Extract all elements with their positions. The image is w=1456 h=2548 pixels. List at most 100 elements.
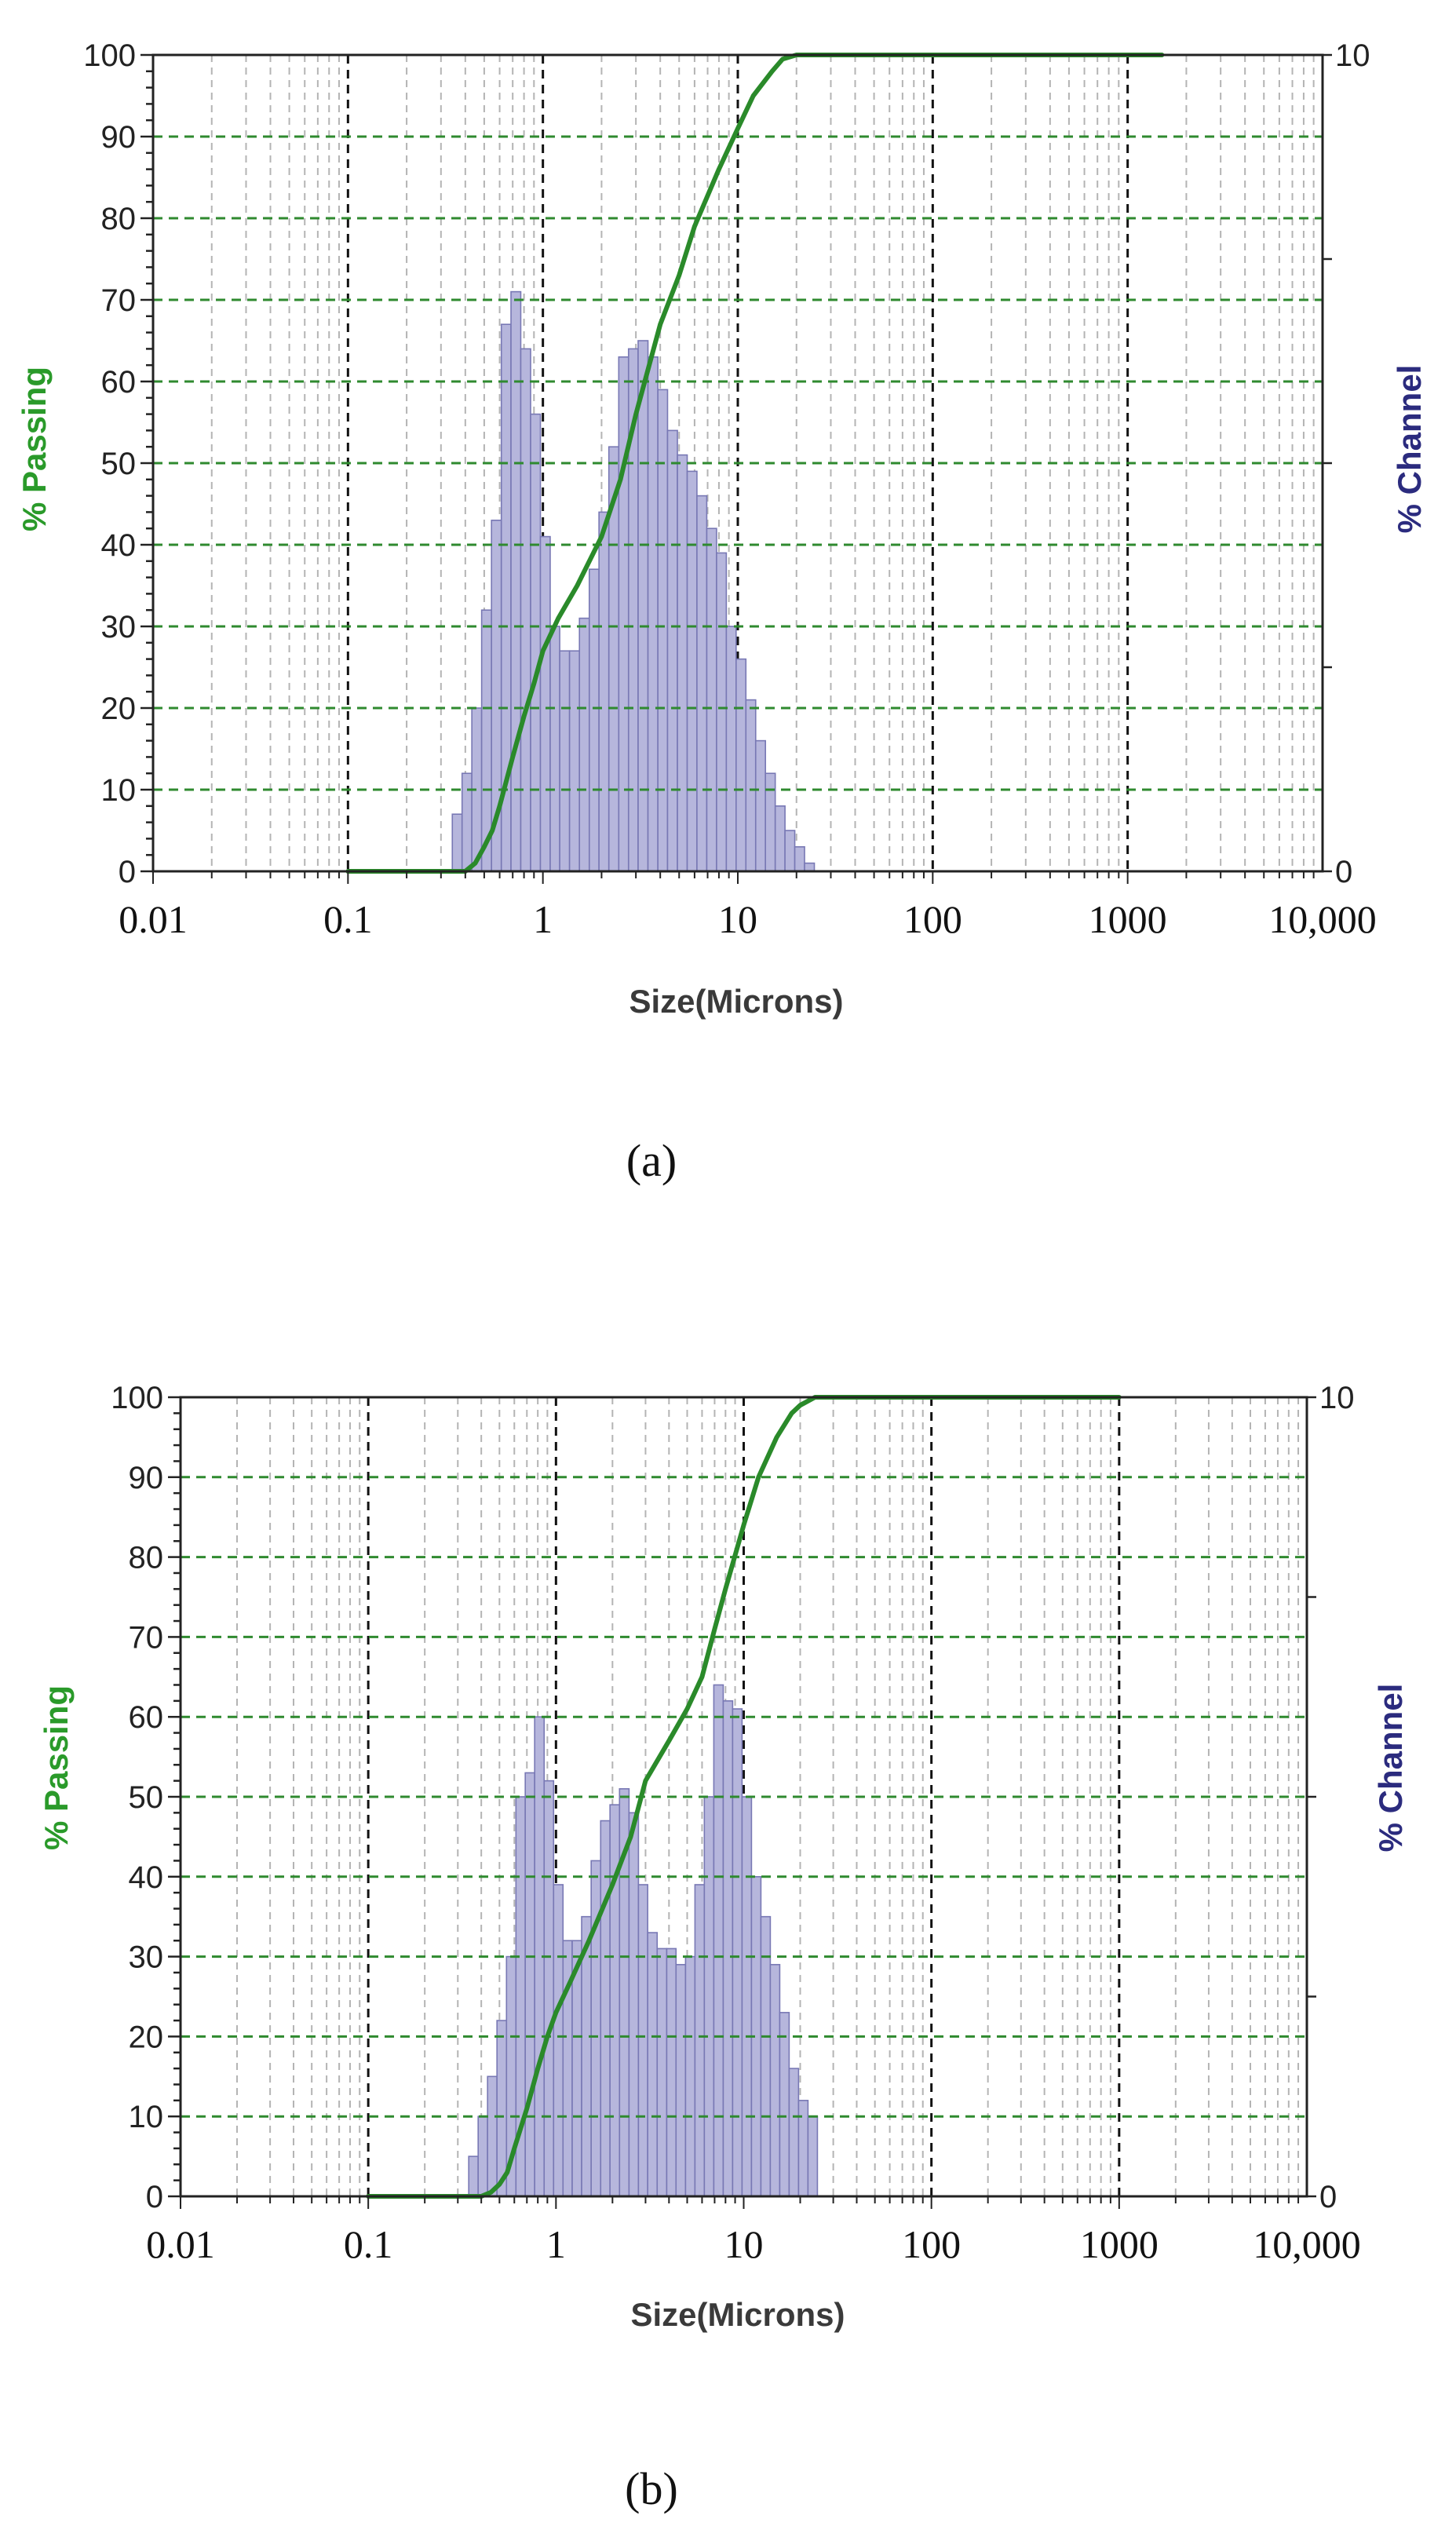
y-left-tick-label: 10 <box>129 2100 164 2134</box>
chart-b-svg: % Passing % Channel Size(Microns) (b) 0 1… <box>38 1381 1409 2514</box>
x-tick-label: 0.1 <box>323 897 373 941</box>
y-left-tick-label: 100 <box>83 38 136 73</box>
panel-caption: (a) <box>626 1135 677 1186</box>
x-tick-label: 0.1 <box>344 2222 393 2266</box>
x-axis: 0.01 0.1 1 10 100 1000 10,000 <box>119 871 1377 941</box>
histogram-bar <box>764 772 776 872</box>
histogram-bar <box>510 290 522 872</box>
histogram-bar <box>735 658 747 872</box>
histogram-bar <box>588 568 600 872</box>
histogram-bar <box>713 1684 724 2197</box>
histogram-bar <box>741 1796 753 2197</box>
histogram-bar <box>477 2115 488 2197</box>
chart-panel-a: % Passing % Channel Size(Microns) (a) 0 1… <box>0 0 1456 1256</box>
y-left-tick-label: 70 <box>101 283 137 318</box>
histogram-bar <box>666 429 678 872</box>
panel-caption: (b) <box>625 2463 678 2514</box>
histogram-bar <box>706 527 717 872</box>
histogram-bar <box>760 1915 772 2197</box>
y-left-tick-label: 50 <box>129 1780 164 1815</box>
horizontal-gridlines <box>153 135 1323 791</box>
x-tick-label: 10,000 <box>1268 897 1377 941</box>
histogram-bar <box>598 511 610 872</box>
y-right-tick-label: 10 <box>1335 38 1370 73</box>
y-left-tick-label: 30 <box>129 1940 164 1975</box>
y-left-tick-label: 50 <box>101 447 137 481</box>
histogram-bar <box>754 739 767 872</box>
histogram-bar <box>716 552 728 872</box>
y-left-axis: 0 10 20 30 40 50 60 70 80 90 100 <box>111 1381 181 2214</box>
y-left-tick-label: 40 <box>101 528 137 563</box>
histogram-bar <box>745 699 757 872</box>
histogram-bar <box>686 470 698 872</box>
histogram-bar <box>559 650 571 872</box>
histogram-bar <box>797 2100 809 2197</box>
x-axis-title: Size(Microns) <box>629 983 843 1020</box>
histogram-bar <box>543 1780 555 2197</box>
histogram-bar <box>657 389 669 872</box>
y-left-tick-label: 80 <box>129 1541 164 1575</box>
histogram-bar <box>578 617 590 872</box>
y-right-tick-label: 0 <box>1335 855 1352 889</box>
histogram-bar <box>656 1948 668 2197</box>
histogram-bar <box>520 348 531 872</box>
histogram-bar <box>696 495 708 872</box>
histogram-bar <box>496 2020 508 2197</box>
histogram-bar <box>694 1884 706 2197</box>
histogram-bar <box>487 2075 498 2197</box>
histogram-bar <box>647 356 659 872</box>
y-left-tick-label: 100 <box>111 1381 163 1415</box>
x-tick-label: 1 <box>546 2222 566 2266</box>
histogram-bar <box>788 2068 800 2197</box>
y-left-axis: 0 10 20 30 40 50 60 70 80 90 100 <box>83 38 153 889</box>
histogram-bar <box>769 1963 781 2197</box>
x-tick-label: 10 <box>718 897 757 941</box>
x-tick-label: 100 <box>903 897 962 941</box>
y-right-tick-label: 10 <box>1319 1381 1355 1415</box>
y-left-tick-label: 90 <box>101 120 137 155</box>
x-tick-label: 1000 <box>1080 2222 1159 2266</box>
x-tick-label: 0.01 <box>146 2222 215 2266</box>
histogram-bar <box>549 626 560 872</box>
cumulative-passing-line <box>345 53 1165 874</box>
y-right-axis-title: % Channel <box>1391 365 1428 534</box>
x-axis-title: Size(Microns) <box>630 2296 845 2333</box>
histogram-bar <box>684 1955 696 2197</box>
chart-a-svg: % Passing % Channel Size(Microns) (a) 0 1… <box>16 38 1428 1186</box>
histogram-bar <box>461 772 473 872</box>
y-left-tick-label: 20 <box>101 692 137 726</box>
histogram-bar <box>647 1932 659 2197</box>
histogram-bar <box>703 1796 715 2197</box>
y-left-axis-title: % Passing <box>16 367 53 531</box>
y-left-axis-title: % Passing <box>38 1685 75 1850</box>
histogram-bar <box>722 1700 734 2197</box>
histogram-bar <box>732 1708 743 2197</box>
histogram-bar <box>451 813 463 872</box>
y-right-axis: 0 10 <box>1307 1381 1355 2214</box>
histogram-bar <box>804 862 816 872</box>
x-tick-label: 100 <box>902 2222 961 2266</box>
histogram-bar <box>774 805 786 872</box>
x-tick-label: 10,000 <box>1253 2222 1361 2266</box>
x-tick-label: 0.01 <box>119 897 188 941</box>
histogram-bar <box>530 413 542 872</box>
histogram-bar <box>677 454 688 872</box>
histogram-bar <box>725 626 737 872</box>
y-left-tick-label: 90 <box>129 1461 164 1495</box>
histogram-bar <box>637 340 649 872</box>
y-left-tick-label: 70 <box>129 1620 164 1655</box>
y-right-tick-label: 0 <box>1319 2180 1337 2214</box>
y-left-tick-label: 0 <box>119 855 136 889</box>
histogram-bar <box>794 846 805 872</box>
x-axis: 0.01 0.1 1 10 100 1000 10,000 <box>146 2196 1361 2266</box>
y-right-axis: 0 10 <box>1323 38 1370 889</box>
histogram-bar <box>568 650 581 872</box>
cumulative-passing-line <box>366 1395 1122 2199</box>
y-left-tick-label: 60 <box>129 1700 164 1735</box>
y-left-tick-label: 80 <box>101 202 137 236</box>
histogram-bar <box>807 2115 819 2197</box>
histogram-bar <box>779 2012 790 2197</box>
y-left-tick-label: 60 <box>101 365 137 400</box>
x-tick-label: 1000 <box>1089 897 1167 941</box>
histogram-bar <box>618 356 629 872</box>
